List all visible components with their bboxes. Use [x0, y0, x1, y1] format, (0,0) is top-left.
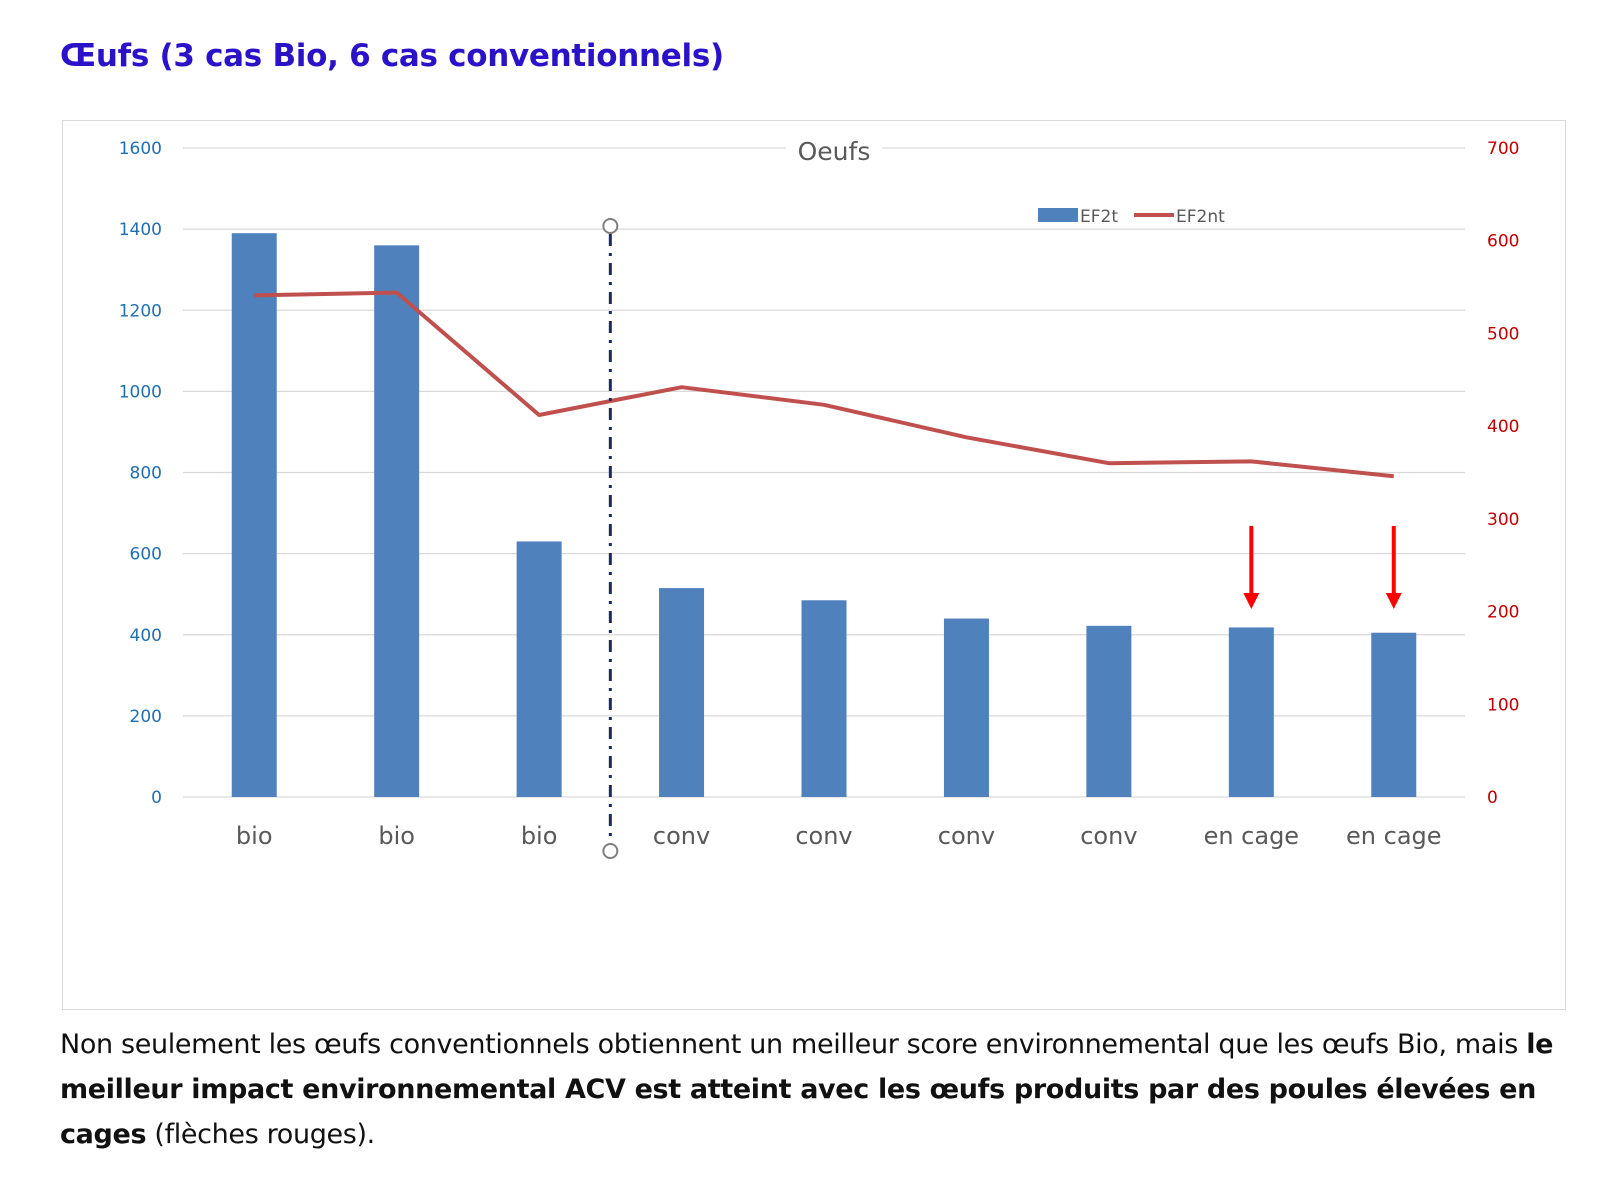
chart-frame: 0 200 400 600 800 1000 1200 1400 1600 0 100 200 300 4…: [62, 120, 1566, 1010]
left-axis-tick-label: 1000: [119, 382, 162, 402]
bar: [1371, 632, 1417, 797]
right-axis-tick-label: 200: [1487, 603, 1519, 623]
left-axis-tick-label: 1400: [119, 220, 162, 240]
bar: [1228, 627, 1274, 797]
divider-handle-bottom: [602, 843, 619, 859]
right-axis-tick-label: 100: [1487, 695, 1519, 715]
series-line-ef2nt: [254, 290, 1395, 479]
left-axis-tick-label: 800: [130, 464, 162, 484]
combo-chart: 0 200 400 600 800 1000 1200 1400 1600 0 100 200 300 4…: [119, 134, 1519, 859]
right-axis-tick-label: 500: [1487, 324, 1519, 344]
chart-title-backdrop: [786, 134, 882, 164]
category-label: conv: [795, 822, 852, 850]
category-label: conv: [1080, 822, 1137, 850]
right-axis-tick-label: 600: [1487, 232, 1519, 252]
left-axis-tick-label: 1600: [119, 139, 162, 159]
right-axis-tick-label: 0: [1487, 788, 1498, 808]
bar: [516, 541, 562, 797]
caption-text-1: Non seulement les œufs conventionnels ob…: [60, 1029, 1527, 1060]
category-label: bio: [236, 822, 273, 850]
divider-handle-top: [602, 218, 619, 234]
category-label: en cage: [1204, 822, 1300, 850]
right-axis-tick-label: 700: [1487, 139, 1519, 159]
bar: [1086, 625, 1132, 797]
right-axis-tick-label: 400: [1487, 417, 1519, 437]
bar: [801, 600, 847, 797]
right-axis-tick-label: 300: [1487, 510, 1519, 530]
bar: [659, 588, 705, 797]
category-label: conv: [938, 822, 995, 850]
category-label: bio: [521, 822, 558, 850]
left-axis-tick-label: 1200: [119, 301, 162, 321]
legend-swatch-ef2t: [1038, 208, 1078, 222]
chart-title: Oeufs: [798, 137, 871, 166]
left-axis-tick-label: 0: [151, 788, 162, 808]
legend-label-ef2nt: EF2nt: [1176, 207, 1225, 227]
legend-label-ef2t: EF2t: [1080, 207, 1118, 227]
bar: [943, 618, 989, 797]
bar: [231, 233, 277, 797]
left-axis-tick-label: 200: [130, 707, 162, 727]
bar: [374, 245, 420, 798]
category-label: bio: [378, 822, 415, 850]
caption-bold-text: le meilleur impact environnemental ACV e…: [60, 1029, 1554, 1150]
caption-text-2: (flèches rouges).: [146, 1119, 375, 1150]
left-axis-tick-label: 600: [130, 545, 162, 565]
left-axis-tick-label: 400: [130, 626, 162, 646]
category-label: en cage: [1346, 822, 1442, 850]
red-arrow-head: [1243, 593, 1260, 609]
red-arrow-head: [1385, 593, 1402, 609]
caption: Non seulement les œufs conventionnels ob…: [60, 1022, 1580, 1157]
category-label: conv: [653, 822, 710, 850]
page-heading: Œufs (3 cas Bio, 6 cas conventionnels): [60, 38, 724, 74]
